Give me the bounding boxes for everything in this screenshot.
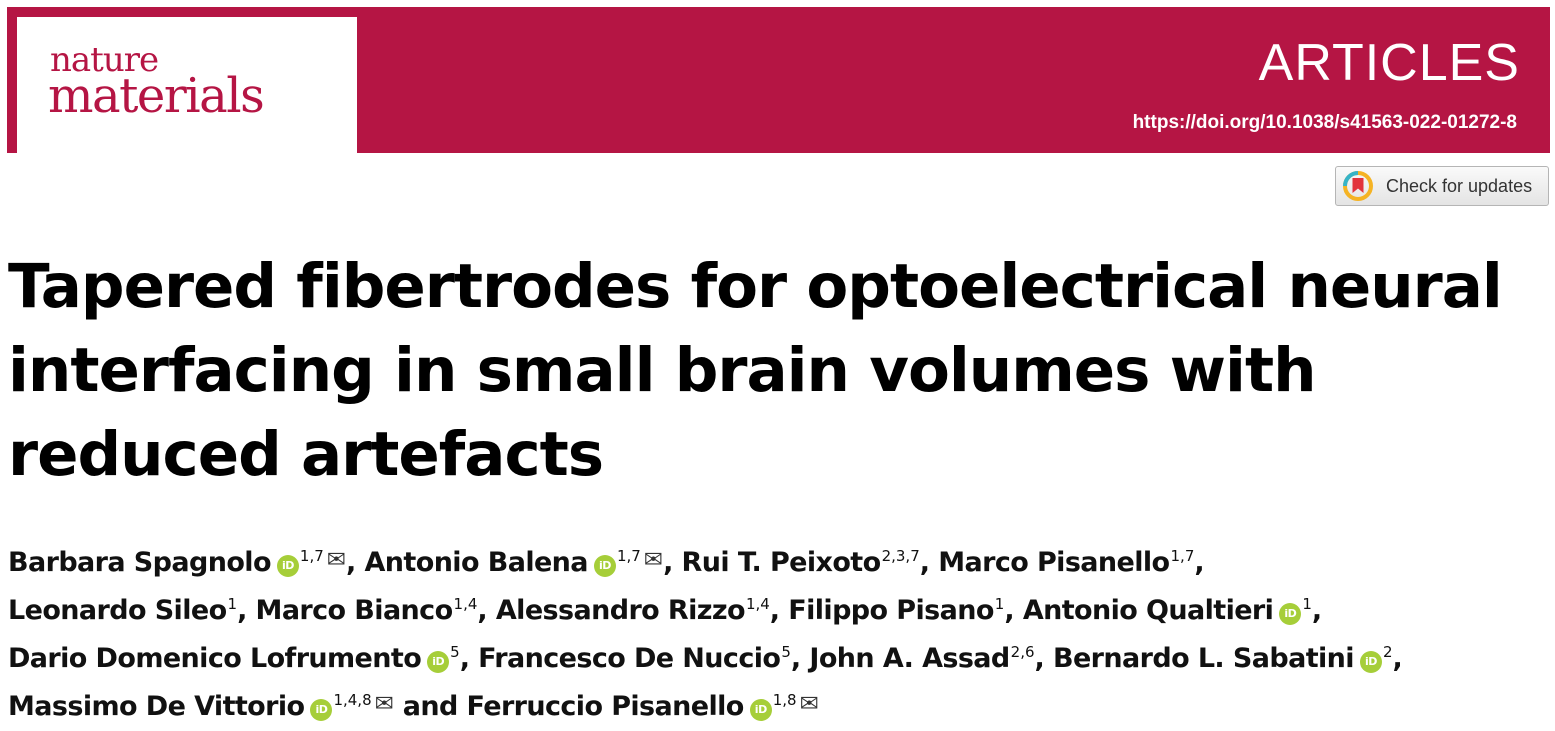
author-separator: , [1004, 595, 1023, 626]
author-name[interactable]: Barbara Spagnolo [8, 547, 272, 578]
author-separator: , [346, 547, 365, 578]
author-separator: , [790, 643, 810, 674]
author-name[interactable]: Ferruccio Pisanello [466, 691, 744, 722]
author-separator: , [1194, 547, 1205, 578]
author-line: Massimo De Vittorio iD1,4,8 ✉ and Ferrucci… [8, 676, 1548, 724]
author-name[interactable]: John A. Assad [809, 643, 1010, 674]
affiliation-superscript: 2 [1382, 643, 1393, 661]
journal-logo-line2: materials [48, 68, 265, 124]
author-separator: and [393, 691, 467, 722]
author-name[interactable]: Filippo Pisano [788, 595, 994, 626]
affiliation-superscript: 1,4 [453, 595, 478, 613]
affiliation-superscript: 1,4,8 [333, 691, 372, 709]
orcid-icon[interactable]: iD [1279, 603, 1302, 625]
author-name[interactable]: Leonardo Sileo [8, 595, 227, 626]
orcid-icon[interactable]: iD [310, 699, 333, 721]
orcid-icon[interactable]: iD [749, 699, 772, 721]
orcid-icon[interactable]: iD [1359, 651, 1382, 673]
affiliation-superscript: 1 [1302, 595, 1312, 613]
author-separator: , [663, 547, 682, 578]
title-line: interfacing in small brain volumes with [8, 335, 1317, 406]
author-name[interactable]: Alessandro Rizzo [495, 595, 746, 626]
author-name[interactable]: Francesco De Nuccio [478, 643, 781, 674]
author-name[interactable]: Marco Bianco [255, 595, 454, 626]
author-separator: , [459, 643, 479, 674]
author-separator: , [1034, 643, 1053, 674]
affiliation-superscript: 1 [227, 595, 238, 613]
orcid-icon[interactable]: iD [593, 555, 616, 577]
affiliation-superscript: 2,3,7 [881, 547, 920, 565]
author-separator: , [919, 547, 939, 578]
author-line: Leonardo Sileo1, Marco Bianco1,4, Alessa… [8, 580, 1548, 628]
author-name[interactable]: Rui T. Peixoto [681, 547, 882, 578]
author-name[interactable]: Marco Pisanello [938, 547, 1170, 578]
author-name[interactable]: Massimo De Vittorio [8, 691, 305, 722]
doi-link[interactable]: https://doi.org/10.1038/s41563-022-01272… [1132, 112, 1517, 133]
author-name[interactable]: Antonio Qualtieri [1022, 595, 1274, 626]
affiliation-superscript: 1,7 [1170, 547, 1195, 565]
author-name[interactable]: Bernardo L. Sabatini [1052, 643, 1355, 674]
author-separator: , [769, 595, 789, 626]
check-for-updates-button[interactable]: Check for updates [1335, 166, 1549, 206]
article-type-label: ARTICLES [1258, 34, 1520, 92]
mail-icon[interactable]: ✉ [799, 691, 819, 717]
author-name[interactable]: Antonio Balena [364, 547, 589, 578]
author-name[interactable]: Dario Domenico Lofrumento [8, 643, 422, 674]
journal-logo-line1: nature [50, 40, 159, 80]
affiliation-superscript: 1 [994, 595, 1005, 613]
author-separator: , [237, 595, 256, 626]
journal-logo[interactable]: nature materials [17, 17, 357, 157]
affiliation-superscript: 5 [450, 643, 460, 661]
orcid-icon[interactable]: iD [427, 651, 450, 673]
crossmark-icon [1343, 171, 1373, 201]
affiliation-superscript: 5 [781, 643, 791, 661]
author-line: Dario Domenico Lofrumento iD5, Francesco … [8, 628, 1548, 676]
check-for-updates-label: Check for updates [1386, 175, 1533, 196]
author-separator: , [1311, 595, 1322, 626]
title-line: reduced artefacts [8, 419, 604, 490]
affiliation-superscript: 2,6 [1010, 643, 1035, 661]
mail-icon[interactable]: ✉ [643, 547, 664, 573]
orcid-icon[interactable]: iD [276, 555, 299, 577]
title-line: Tapered fibertrodes for optoelectrical n… [8, 251, 1503, 322]
author-separator: , [1392, 643, 1403, 674]
article-title: Tapered fibertrodes for optoelectrical n… [8, 245, 1528, 497]
author-separator: , [477, 595, 496, 626]
affiliation-superscript: 1,8 [772, 691, 797, 709]
mail-icon[interactable]: ✉ [374, 691, 394, 717]
author-list: Barbara Spagnolo iD1,7 ✉, Antonio Balena iD… [8, 532, 1548, 724]
journal-header-banner: nature materials ARTICLES https://doi.or… [7, 7, 1550, 157]
mail-icon[interactable]: ✉ [326, 547, 347, 573]
author-line: Barbara Spagnolo iD1,7 ✉, Antonio Balena iD… [8, 532, 1548, 580]
affiliation-superscript: 1,7 [616, 547, 641, 565]
affiliation-superscript: 1,7 [299, 547, 324, 565]
affiliation-superscript: 1,4 [745, 595, 770, 613]
